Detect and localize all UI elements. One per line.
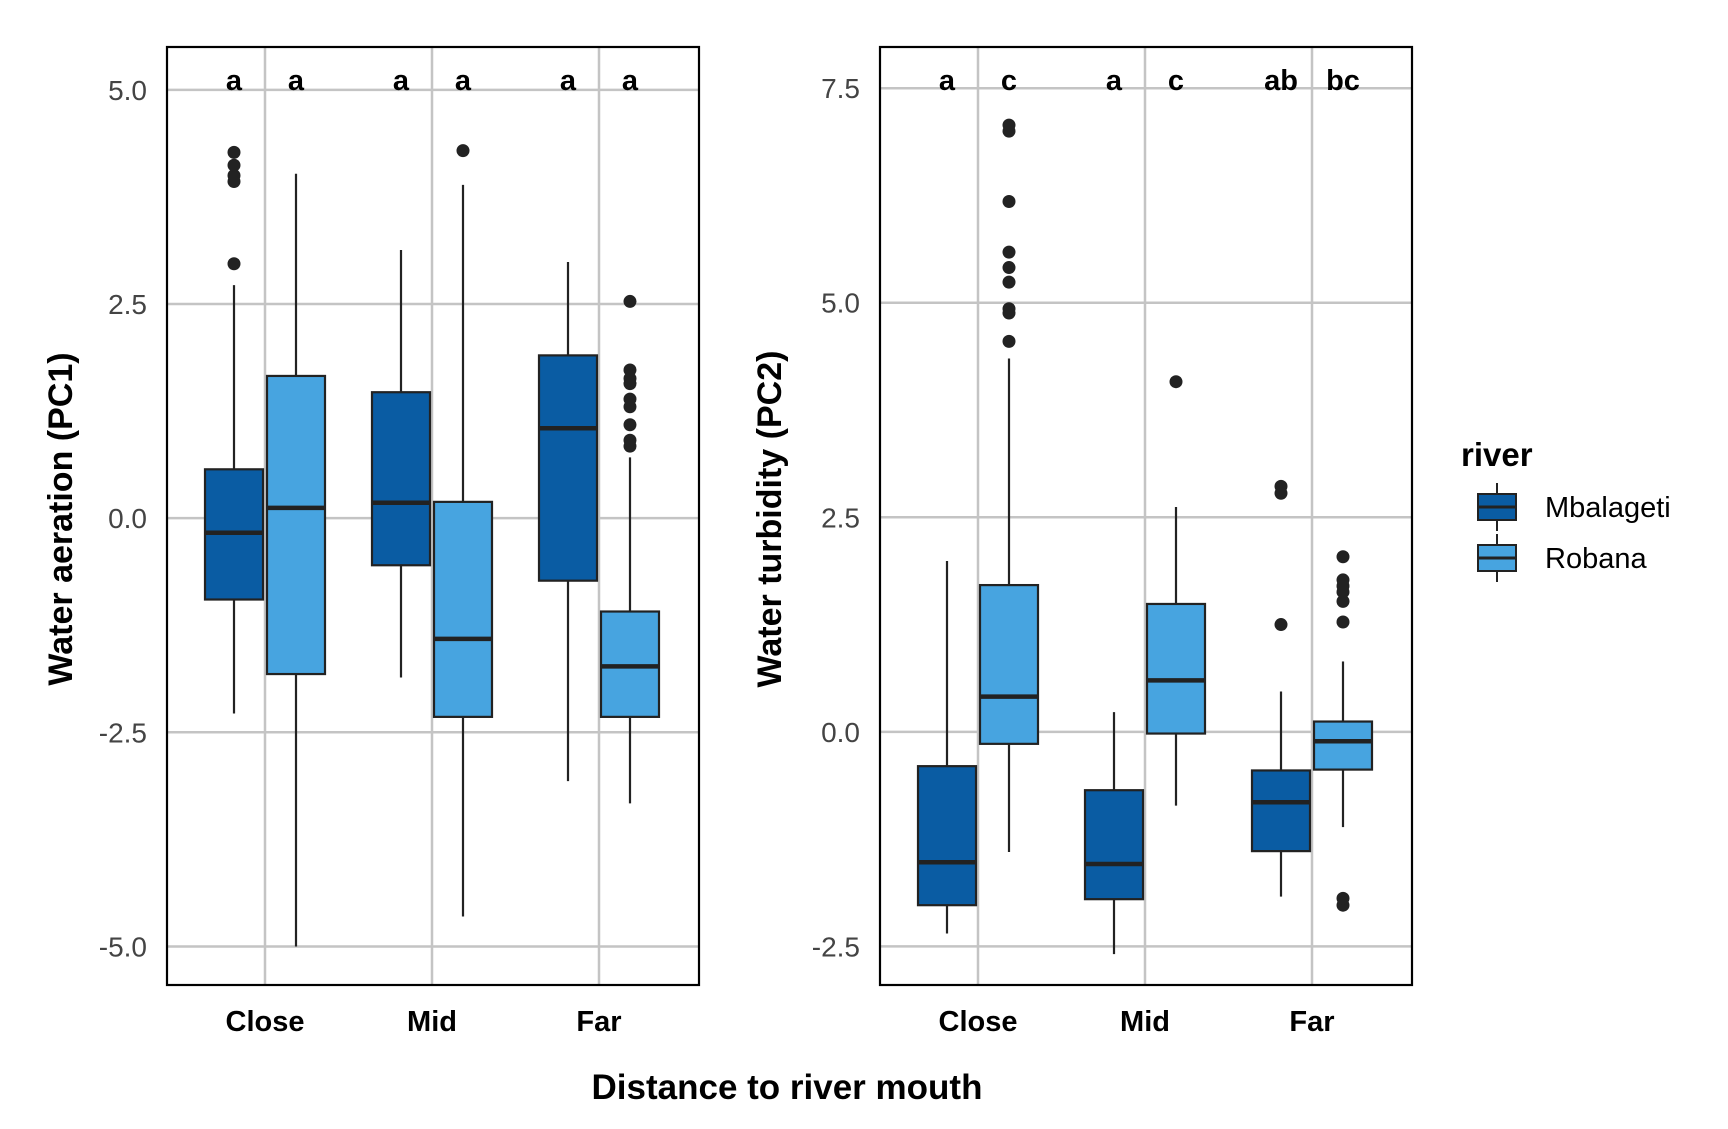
outlier-point — [456, 144, 470, 158]
outlier-point — [1274, 618, 1288, 632]
box-robana-far — [599, 294, 661, 804]
outlier-point — [1336, 550, 1350, 564]
outlier-point — [1336, 615, 1350, 629]
significance-letter: a — [393, 65, 410, 97]
box-iqr — [432, 500, 494, 718]
box-iqr — [978, 583, 1040, 745]
box-robana-mid — [1145, 375, 1207, 806]
x-tick-label-mid: Mid — [407, 1006, 457, 1038]
outlier-point — [1002, 275, 1016, 289]
box-iqr — [916, 765, 978, 907]
y-axis-label-turbidity: Water turbidity (PC2) — [751, 351, 789, 688]
y-tick-label: 5.0 — [108, 75, 147, 106]
x-tick-label-far: Far — [1289, 1006, 1334, 1038]
y-tick-label: -2.5 — [99, 717, 147, 748]
box-robana-close — [978, 118, 1040, 852]
significance-letter: c — [1168, 65, 1184, 97]
x-tick-label-close: Close — [939, 1006, 1018, 1038]
box-iqr — [1250, 769, 1312, 853]
box-robana-mid — [432, 144, 494, 917]
box-mbalageti-mid — [1083, 712, 1145, 955]
significance-letter: a — [288, 65, 305, 97]
box-mbalageti-close — [916, 561, 978, 934]
panel-border — [878, 45, 1414, 987]
x-tick-label-close: Close — [226, 1006, 305, 1038]
x-axis-label: Distance to river mouth — [592, 1068, 983, 1107]
legend: river Mbalageti Robana — [1461, 436, 1671, 582]
outlier-point — [1002, 334, 1016, 348]
outlier-point — [1002, 302, 1016, 316]
outlier-point — [1336, 891, 1350, 905]
box-mbalageti-far — [537, 262, 599, 782]
significance-letter: c — [1001, 65, 1017, 97]
significance-letter: a — [560, 65, 577, 97]
x-tick-label-mid: Mid — [1120, 1006, 1170, 1038]
y-tick-label: 7.5 — [821, 73, 860, 104]
box-mbalageti-close — [203, 145, 265, 714]
outlier-point — [227, 158, 241, 172]
y-tick-label: 2.5 — [821, 502, 860, 533]
y-tick-label: -2.5 — [812, 931, 860, 962]
outlier-point — [1002, 194, 1016, 208]
y-tick-label: 0.0 — [821, 717, 860, 748]
outlier-point — [623, 294, 637, 308]
outlier-point — [623, 418, 637, 432]
box-mbalageti-far — [1250, 479, 1312, 897]
box-iqr — [370, 391, 432, 567]
outlier-point — [227, 168, 241, 182]
box-iqr — [1083, 789, 1145, 901]
significance-letter: a — [455, 65, 472, 97]
legend-title: river — [1461, 436, 1533, 473]
outlier-point — [227, 257, 241, 271]
y-tick-label: 5.0 — [821, 288, 860, 319]
outlier-point — [227, 145, 241, 159]
outlier-point — [1002, 245, 1016, 259]
significance-letter: bc — [1326, 65, 1360, 97]
outlier-point — [1002, 118, 1016, 132]
outlier-point — [623, 363, 637, 377]
aeration-panel: 5.0 2.5 0.0 -2.5 -5.0 Close Mid Far a a a a a a — [99, 45, 701, 1038]
significance-letter: a — [226, 65, 243, 97]
box-robana-close — [265, 173, 327, 947]
x-tick-label-far: Far — [576, 1006, 621, 1038]
legend-label: Mbalageti — [1545, 492, 1671, 524]
box-robana-far — [1312, 550, 1374, 912]
y-axis-label-aeration: Water aeration (PC1) — [42, 352, 80, 685]
legend-entry-robana: Robana — [1477, 534, 1647, 582]
outlier-point — [1336, 594, 1350, 608]
significance-letter: a — [622, 65, 639, 97]
legend-entry-mbalageti: Mbalageti — [1477, 483, 1671, 531]
box-iqr — [1312, 720, 1374, 771]
outlier-point — [1169, 375, 1183, 389]
outlier-point — [623, 433, 637, 447]
y-tick-label: 2.5 — [108, 289, 147, 320]
turbidity-panel: 7.5 5.0 2.5 0.0 -2.5 Close Mid Far a c a c ab bc — [812, 45, 1414, 1038]
box-mbalageti-mid — [370, 250, 432, 678]
significance-letter: ab — [1264, 65, 1298, 97]
panel-border — [165, 45, 701, 987]
significance-letter: a — [1106, 65, 1123, 97]
y-tick-label: -5.0 — [99, 931, 147, 962]
outlier-point — [1274, 479, 1288, 493]
y-tick-label: 0.0 — [108, 503, 147, 534]
outlier-point — [623, 392, 637, 406]
box-iqr — [265, 374, 327, 676]
box-iqr — [537, 354, 599, 582]
outlier-point — [1336, 573, 1350, 587]
significance-letter: a — [939, 65, 956, 97]
legend-label: Robana — [1545, 543, 1647, 575]
outlier-point — [1002, 261, 1016, 275]
box-iqr — [1145, 602, 1207, 735]
